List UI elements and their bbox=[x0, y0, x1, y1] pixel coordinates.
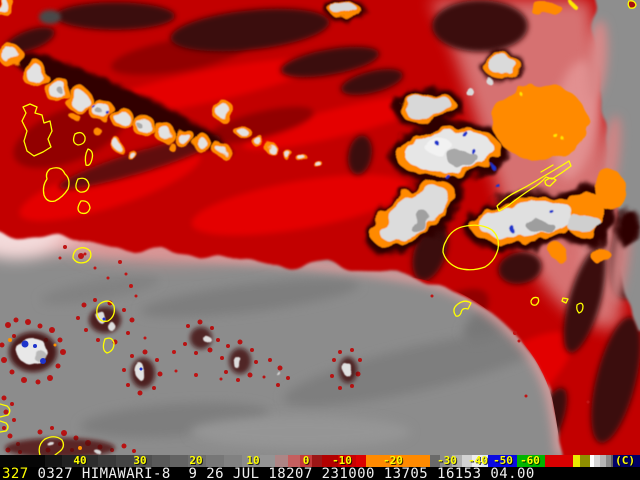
scattered-red-specks bbox=[58, 245, 590, 404]
island-outline bbox=[442, 224, 500, 271]
island-outline bbox=[453, 300, 472, 317]
status-bar: 327 0327 HIMAWARI-8 9 26 JUL 18207 23100… bbox=[0, 467, 640, 480]
satellite-image[interactable] bbox=[0, 0, 640, 455]
frame-number: 327 bbox=[2, 466, 29, 480]
island-outline bbox=[42, 167, 70, 203]
colorbar-unit-label: (C) bbox=[615, 454, 635, 467]
island-outline bbox=[72, 131, 86, 146]
colorbar-tick-label: 30 bbox=[133, 454, 147, 467]
status-text: 327 0327 HIMAWARI-8 9 26 JUL 18207 23100… bbox=[2, 466, 535, 480]
island-outline bbox=[75, 177, 90, 193]
coastline-outlines bbox=[0, 0, 637, 455]
colorbar-tick-label: 10 bbox=[246, 454, 260, 467]
island-outline bbox=[576, 302, 584, 314]
island-outline bbox=[38, 436, 65, 455]
island-outline bbox=[530, 296, 540, 306]
colorbar-tick-label: -10 bbox=[332, 454, 352, 467]
colorbar-tick-label: -20 bbox=[383, 454, 403, 467]
colorbar-tick-label: 0 bbox=[302, 454, 310, 467]
temperature-colorbar: 40 30 20 10 0 -10 -20 -30 -40 -50 -60 (C) bbox=[0, 455, 640, 467]
island-outline bbox=[84, 148, 94, 167]
colorbar-tick-label: -40 bbox=[468, 454, 488, 467]
island-outline bbox=[102, 337, 115, 354]
convective-cells bbox=[0, 298, 362, 455]
warm-sector-wedge bbox=[586, 0, 640, 332]
island-outline bbox=[0, 403, 11, 433]
island-outline bbox=[627, 0, 637, 9]
island-outline bbox=[96, 300, 116, 322]
colorbar-tick-label: -60 bbox=[520, 454, 540, 467]
island-outline bbox=[72, 247, 92, 264]
colorbar-tick-label: -30 bbox=[437, 454, 457, 467]
cloud-cluster-central bbox=[325, 0, 640, 264]
island-outline bbox=[544, 177, 557, 187]
image-info-text: 0327 HIMAWARI-8 9 26 JUL 18207 231000 13… bbox=[28, 466, 535, 480]
satellite-image-display[interactable] bbox=[0, 0, 640, 455]
island-outline bbox=[496, 160, 572, 212]
island-outline bbox=[21, 103, 53, 157]
cloud-band-northwest bbox=[0, 0, 322, 168]
island-outline bbox=[561, 297, 569, 304]
colorbar-tick-label: 40 bbox=[73, 454, 87, 467]
island-outline bbox=[540, 164, 554, 173]
island-outline bbox=[77, 200, 91, 215]
colorbar-tick-label: -50 bbox=[493, 454, 513, 467]
colorbar-tick-label: 20 bbox=[189, 454, 203, 467]
